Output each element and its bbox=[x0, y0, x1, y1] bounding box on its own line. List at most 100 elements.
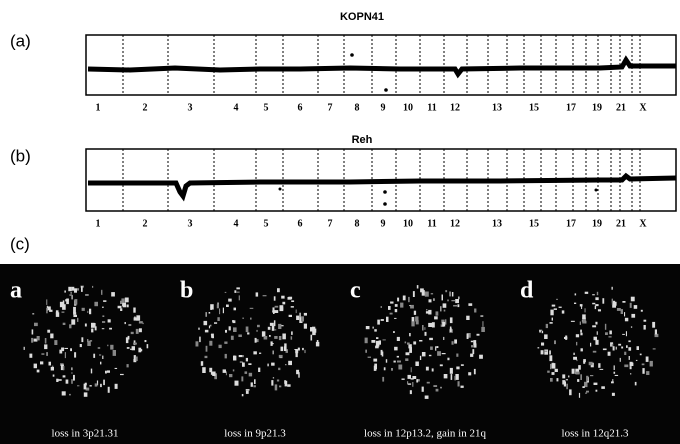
chromosome-spot bbox=[441, 353, 446, 355]
chromosome-spot bbox=[454, 339, 457, 344]
chromosome-spot bbox=[624, 312, 626, 317]
chromosome-spot bbox=[374, 329, 377, 332]
chromosome-spot bbox=[574, 302, 577, 304]
chromosome-spot bbox=[122, 302, 124, 307]
chromosome-spot bbox=[274, 336, 278, 339]
image-caption: loss in 3p21.31 bbox=[52, 428, 119, 440]
chromosome-spot bbox=[271, 325, 275, 331]
chromosome-spot bbox=[255, 339, 259, 343]
chromosome-spot bbox=[267, 326, 271, 330]
chromosome-spot bbox=[228, 326, 231, 331]
chromosome-spot bbox=[428, 354, 432, 357]
chromosome-spot bbox=[301, 316, 304, 322]
chromosome-spot bbox=[549, 322, 553, 324]
chromosome-spot bbox=[126, 304, 129, 308]
chromosome-label: 13 bbox=[492, 102, 502, 113]
chromosome-spot bbox=[94, 301, 98, 307]
chromosome-spot bbox=[622, 333, 625, 335]
chromosome-label: 12 bbox=[450, 218, 460, 229]
chromosome-spot bbox=[588, 361, 593, 366]
chromosome-spot bbox=[578, 365, 581, 370]
chromosome-label: 5 bbox=[264, 102, 269, 113]
chromosome-spot bbox=[41, 353, 45, 355]
chromosome-spot bbox=[103, 379, 105, 386]
chromosome-spot bbox=[541, 330, 544, 334]
chromosome-spot bbox=[138, 321, 143, 324]
chromosome-spot bbox=[274, 310, 279, 313]
chromosome-spot bbox=[595, 339, 599, 345]
chromosome-spot bbox=[424, 395, 429, 399]
chromosome-spot bbox=[601, 386, 605, 389]
panel-label: (a) bbox=[10, 31, 31, 50]
chromosome-spot bbox=[545, 323, 548, 329]
chromosome-spot bbox=[276, 379, 280, 382]
chromosome-spot bbox=[424, 327, 426, 330]
chromosome-spot bbox=[224, 341, 228, 344]
chromosome-spot bbox=[580, 329, 582, 333]
chromosome-spot bbox=[582, 317, 586, 324]
chromosome-spot bbox=[203, 320, 208, 326]
chromosome-spot bbox=[124, 322, 126, 325]
chromosome-spot bbox=[90, 368, 93, 374]
chromosome-spot bbox=[470, 340, 474, 343]
chromosome-spot bbox=[109, 327, 112, 330]
chromosome-spot bbox=[544, 334, 548, 339]
panel-title: Reh bbox=[352, 134, 373, 146]
chromosome-spot bbox=[585, 392, 588, 394]
chromosome-spot bbox=[611, 381, 614, 384]
chromosome-spot bbox=[71, 367, 73, 371]
chromosome-spot bbox=[625, 331, 627, 337]
chromosome-spot bbox=[550, 363, 552, 370]
chromosome-spot bbox=[69, 393, 71, 396]
chromosome-spot bbox=[621, 346, 624, 349]
chromosome-spot bbox=[135, 356, 138, 361]
chromosome-spot bbox=[480, 315, 484, 317]
chromosome-spot bbox=[411, 317, 415, 323]
chromosome-spot bbox=[272, 350, 274, 355]
panel-label: (c) bbox=[10, 234, 30, 253]
profile-trace bbox=[87, 55, 676, 79]
chromosome-spot bbox=[101, 328, 105, 330]
chromosome-spot bbox=[615, 346, 617, 350]
chromosome-spot bbox=[449, 291, 451, 297]
image-letter: d bbox=[520, 278, 534, 304]
chromosome-spot bbox=[416, 285, 419, 289]
chromosome-spot bbox=[121, 298, 125, 303]
chromosome-spot bbox=[410, 367, 412, 373]
chromosome-spot bbox=[575, 368, 580, 375]
chromosome-spot bbox=[476, 333, 480, 336]
chromosome-spot bbox=[99, 354, 102, 356]
chromosome-spot bbox=[267, 363, 269, 367]
chromosome-spot bbox=[295, 349, 299, 354]
chromosome-spot bbox=[554, 340, 556, 345]
chromosome-spot bbox=[466, 315, 470, 320]
chromosome-spot bbox=[382, 376, 385, 382]
chromosome-spot bbox=[128, 324, 132, 326]
chromosome-spot bbox=[245, 389, 250, 391]
chromosome-spot bbox=[595, 389, 598, 392]
chromosome-spot bbox=[59, 349, 63, 354]
chromosome-spot bbox=[303, 323, 307, 329]
chromosome-spot bbox=[613, 365, 615, 370]
chromosome-spot bbox=[71, 372, 73, 374]
chromosome-spot bbox=[81, 286, 83, 292]
chromosome-spot bbox=[131, 346, 135, 351]
chromosome-spot bbox=[142, 322, 144, 325]
chromosome-spot bbox=[431, 368, 434, 372]
chromosome-spot bbox=[288, 314, 292, 317]
chromosome-spot bbox=[398, 364, 403, 370]
chromosome-spot bbox=[468, 303, 473, 306]
chromosome-spot bbox=[212, 371, 216, 376]
chromosome-spot bbox=[229, 374, 233, 378]
chromosome-spot bbox=[412, 291, 415, 297]
chromosome-spot bbox=[580, 348, 583, 352]
chromosome-spot bbox=[626, 345, 628, 348]
chromosome-spot bbox=[298, 372, 300, 378]
chromosome-label: 1 bbox=[96, 218, 101, 229]
chromosome-spot bbox=[400, 302, 404, 308]
chromosome-spot bbox=[415, 320, 419, 325]
chromosome-spot bbox=[238, 355, 243, 358]
chromosome-spot bbox=[136, 315, 141, 321]
chromosome-spot bbox=[205, 312, 207, 317]
